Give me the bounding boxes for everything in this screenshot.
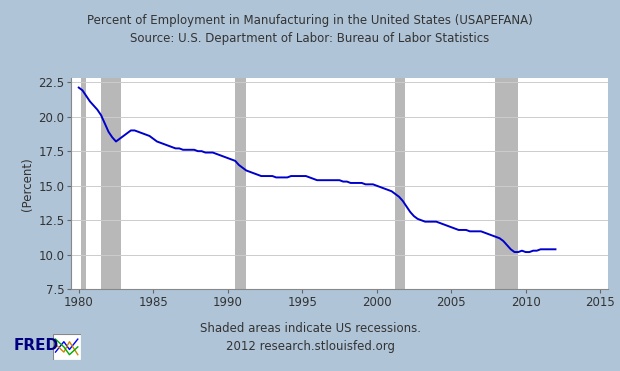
Bar: [81, 78, 86, 289]
Text: Shaded areas indicate US recessions.: Shaded areas indicate US recessions.: [200, 322, 420, 335]
Text: Percent of Employment in Manufacturing in the United States (USAPEFANA): Percent of Employment in Manufacturing i…: [87, 14, 533, 27]
Text: 2012 research.stlouisfed.org: 2012 research.stlouisfed.org: [226, 340, 394, 354]
Text: Source: U.S. Department of Labor: Bureau of Labor Statistics: Source: U.S. Department of Labor: Bureau…: [130, 32, 490, 46]
Y-axis label: (Percent): (Percent): [21, 157, 34, 210]
Bar: [396, 78, 405, 289]
Text: FRED: FRED: [14, 338, 59, 352]
Bar: [235, 78, 246, 289]
Bar: [495, 78, 518, 289]
Bar: [101, 78, 121, 289]
